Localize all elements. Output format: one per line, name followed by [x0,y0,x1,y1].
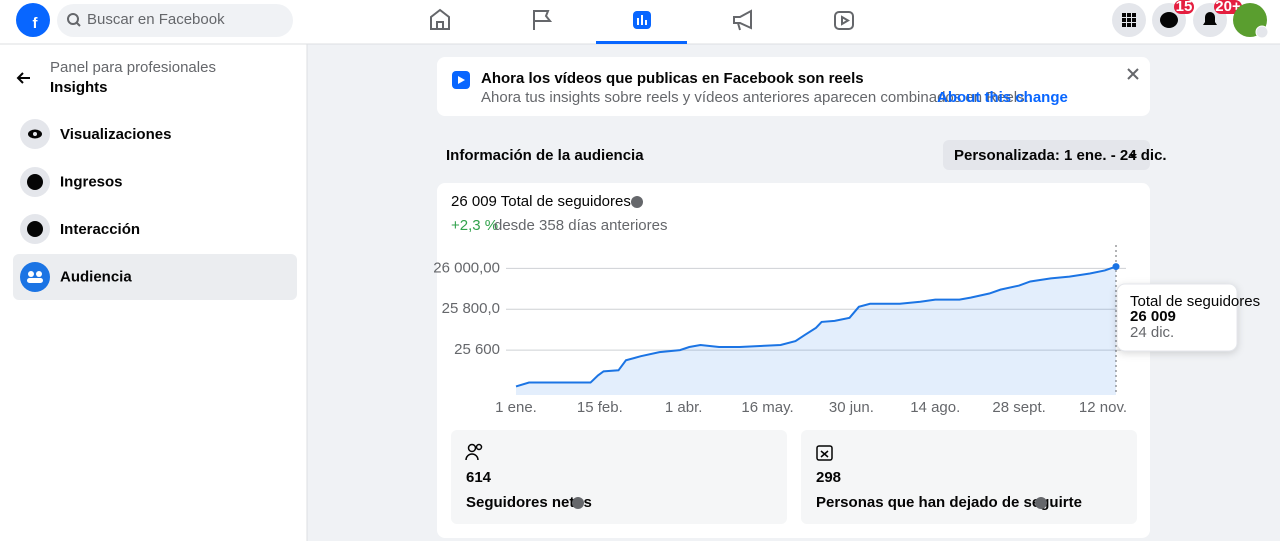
badge-text: 15 [1176,0,1193,15]
dropdown-arrow [1129,154,1137,158]
sidebar-item[interactable]: Audiencia [60,268,132,285]
x-tick-label: 16 may. [741,399,793,416]
x-tick-label: 15 feb. [577,399,623,416]
stat-label: Seguidores netos [466,494,592,511]
tooltip-title: Total de seguidores [1130,293,1260,310]
stat-icons [465,443,833,461]
x-tick-label: 1 ene. [495,399,537,416]
chart-title: 26 009 Total de seguidores [451,193,631,210]
banner-title: Ahora los vídeos que publicas en Faceboo… [481,70,864,87]
y-tick-label: 26 000,00 [433,259,500,276]
active-tab [596,41,687,44]
sidebar-items: Visualizaciones Ingresos Interacción Audien… [60,126,171,286]
sidebar-item[interactable]: Interacción [60,221,140,238]
bell-icon [1203,12,1217,25]
x-tick-label: 28 sept. [992,399,1045,416]
messenger-icon [1160,12,1178,28]
sidebar-item[interactable]: Ingresos [60,173,123,190]
info-icon[interactable] [572,497,584,509]
nav-icons[interactable] [430,8,854,31]
chart: 25 600 25 800,0 26 000,00 1 ene. 15 feb. 1 ab… [433,245,1260,416]
stat-label: Personas que han dejado de seguirte [816,494,1082,511]
hover-point [1112,263,1120,271]
change: +2,3 % [451,217,498,234]
section-title: Información de la audiencia [446,147,644,164]
avatar-menu[interactable] [1255,25,1269,39]
search-icon [76,22,81,27]
back-arrow[interactable] [16,72,30,84]
line [515,265,1117,388]
search-icon [67,13,79,25]
stat-card [451,430,787,524]
x-tick-label: 1 abr. [665,399,703,416]
y-tick-label: 25 800,0 [442,300,500,317]
stat-value: 298 [816,469,841,486]
x-tick-label: 30 jun. [829,399,874,416]
info-icon[interactable] [1035,497,1047,509]
close-button[interactable] [1127,68,1139,80]
info-icon[interactable] [631,196,643,208]
logo[interactable] [16,3,50,37]
banner-link[interactable]: About this change [937,89,1068,106]
active-item [13,254,297,300]
sidebar-title: Insights [50,79,108,96]
stat-value: 614 [466,469,492,486]
banner [437,57,1150,116]
nav-icon-active [637,15,647,25]
tooltip-value: 26 009 [1130,308,1176,325]
sidebar-icons [20,119,50,292]
badge [1174,0,1194,14]
stat-card [801,430,1137,524]
menu-icon [1122,13,1136,27]
tooltip [1116,283,1238,352]
search-placeholder: Buscar en Facebook [87,11,225,28]
logo-letter: f [33,15,39,32]
badge [1214,0,1242,14]
x-tick-label: 12 nov. [1079,399,1127,416]
x-tick-label: 14 ago. [910,399,960,416]
reels-icon [458,76,465,84]
y-tick-label: 25 600 [454,341,500,358]
date-range: Personalizada: 1 ene. - 24 dic. [954,147,1167,164]
sidebar-item[interactable]: Visualizaciones [60,126,171,143]
date-dropdown[interactable] [943,140,1150,170]
tooltip-date: 24 dic. [1130,324,1174,341]
search-box[interactable] [57,4,293,37]
banner-text: Ahora tus insights sobre reels y vídeos … [481,89,1029,106]
sidebar-subtitle: Panel para profesionales [50,59,216,76]
change-text: desde 358 días anteriores [494,217,667,234]
badge-text: 20+ [1215,0,1241,15]
